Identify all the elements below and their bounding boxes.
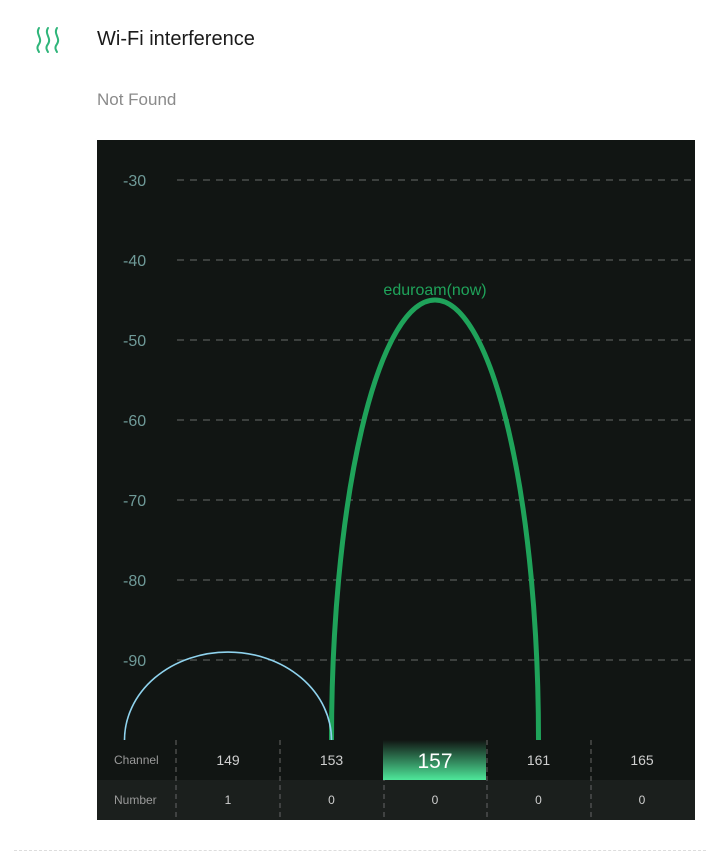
network-count: 1 — [225, 793, 232, 807]
y-tick-label: -40 — [123, 253, 146, 270]
channel-label: 153 — [320, 752, 344, 768]
network-curve — [123, 651, 333, 741]
network-count: 0 — [639, 793, 646, 807]
channel-row-label: Channel — [114, 753, 159, 767]
y-tick-label: -30 — [123, 173, 146, 190]
network-label: eduroam(now) — [383, 282, 486, 299]
y-tick-label: -90 — [123, 653, 146, 670]
wifi-interference-waves-icon — [36, 27, 60, 53]
channel-interference-chart: -30 -40 -50 -60 -70 -80 -90 Channel Number 149 1 15… — [97, 140, 695, 820]
channel-label: 157 — [417, 750, 452, 773]
number-row-background — [97, 780, 695, 820]
number-row-label: Number — [114, 793, 157, 807]
channel-label: 165 — [630, 752, 654, 768]
section-title: Wi-Fi interference — [97, 28, 255, 50]
y-tick-label: -60 — [123, 413, 146, 430]
channel-label: 161 — [527, 752, 551, 768]
y-tick-label: -70 — [123, 493, 146, 510]
channel-label: 149 — [216, 752, 240, 768]
y-tick-label: -50 — [123, 333, 146, 350]
divider — [14, 850, 706, 851]
network-curve — [329, 297, 541, 741]
network-count: 0 — [432, 793, 439, 807]
network-count: 0 — [535, 793, 542, 807]
y-tick-label: -80 — [123, 573, 146, 590]
network-count: 0 — [328, 793, 335, 807]
selected-channel-highlight — [383, 740, 486, 780]
interference-status: Not Found — [97, 90, 177, 109]
